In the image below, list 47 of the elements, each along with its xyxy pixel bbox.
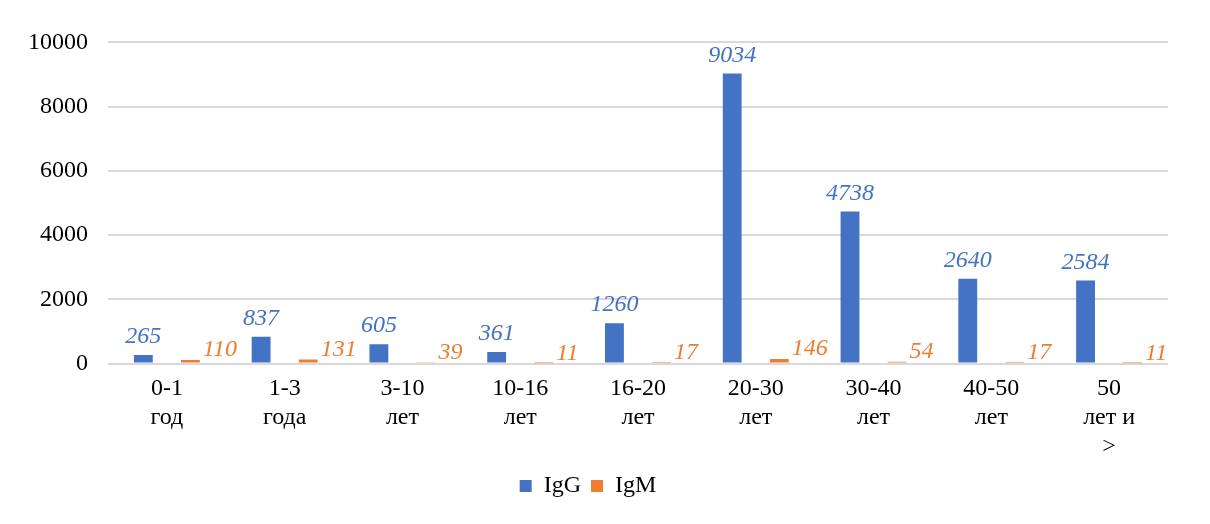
data-label: 361 [477, 319, 515, 346]
bar [605, 323, 624, 363]
data-label: 9034 [708, 40, 757, 67]
data-label: 1260 [590, 290, 639, 317]
y-tick-label: 2000 [40, 284, 88, 311]
bar [487, 352, 507, 363]
legend-label: IgM [615, 471, 657, 498]
x-tick-label: 40-50 лет [963, 374, 1020, 430]
bar [298, 359, 318, 363]
data-label: 265 [125, 322, 162, 349]
x-tick-label: 3-10 лет [380, 374, 425, 430]
y-tick-label: 4000 [40, 220, 88, 247]
bar [181, 360, 200, 363]
x-tick-label: 20-30 лет [727, 374, 784, 430]
data-label: 11 [556, 338, 579, 365]
data-label: 131 [320, 334, 357, 361]
data-label: 39 [437, 337, 463, 364]
x-tick-label: 0-1 год [150, 374, 184, 430]
y-tick-label: 10000 [28, 27, 88, 54]
data-label: 110 [202, 335, 238, 362]
bar [133, 355, 153, 363]
data-label: 2584 [1061, 247, 1110, 274]
y-tick-label: 6000 [40, 156, 88, 183]
bar [958, 278, 978, 363]
data-label: 54 [909, 337, 934, 364]
bar [722, 73, 742, 363]
y-tick-label: 8000 [40, 91, 88, 118]
bar [251, 336, 271, 363]
data-label: 4738 [826, 178, 874, 205]
y-tick-label: 0 [76, 348, 88, 375]
x-tick-label: 16-20 лет [610, 374, 666, 430]
x-tick-label: 30-40 лет [845, 374, 902, 430]
bar [840, 211, 860, 363]
bar [769, 358, 789, 363]
x-tick-label: 10-16 лет [492, 374, 549, 430]
data-label: 17 [1027, 338, 1053, 365]
x-tick-label: 50 лет и > [1083, 374, 1136, 458]
data-label: 605 [360, 311, 397, 338]
data-label: 11 [1145, 338, 1168, 365]
data-label: 2640 [943, 246, 992, 273]
data-label: 146 [791, 334, 828, 361]
data-label: 837 [243, 304, 281, 331]
data-label: 17 [673, 338, 699, 365]
bar [369, 344, 389, 363]
x-tick-label: 1-3 года [262, 374, 307, 430]
legend-label: IgG [543, 471, 581, 498]
bar [1076, 280, 1095, 363]
